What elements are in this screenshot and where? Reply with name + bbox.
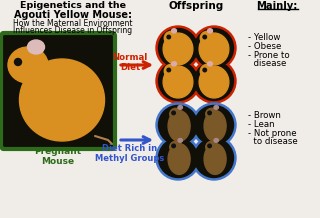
Text: Influences Disease in Offspring: Influences Disease in Offspring [13, 26, 132, 35]
Circle shape [158, 61, 197, 100]
Text: - Prone to: - Prone to [248, 51, 290, 60]
Ellipse shape [170, 108, 182, 120]
Text: Epigenetics and the: Epigenetics and the [20, 1, 126, 10]
Ellipse shape [200, 31, 214, 45]
Ellipse shape [170, 141, 182, 153]
Text: Normal
Diet: Normal Diet [112, 53, 148, 72]
Circle shape [156, 59, 200, 103]
Ellipse shape [168, 111, 190, 141]
Text: How the Maternal Environment: How the Maternal Environment [13, 19, 133, 28]
Ellipse shape [164, 64, 179, 78]
FancyBboxPatch shape [1, 33, 115, 149]
Ellipse shape [172, 62, 176, 66]
Text: Offspring: Offspring [168, 1, 224, 11]
Ellipse shape [208, 62, 212, 66]
Text: Pregnant
Mouse: Pregnant Mouse [35, 147, 82, 166]
Circle shape [14, 58, 21, 65]
Circle shape [192, 103, 236, 147]
Ellipse shape [163, 33, 193, 65]
Text: Agouti Yellow Mouse:: Agouti Yellow Mouse: [14, 10, 132, 20]
Circle shape [167, 35, 171, 39]
Ellipse shape [206, 141, 218, 153]
Text: Diet Rich in
Methyl Groups: Diet Rich in Methyl Groups [95, 144, 164, 164]
Ellipse shape [172, 29, 176, 33]
Circle shape [203, 68, 206, 72]
Circle shape [192, 59, 236, 103]
Ellipse shape [178, 106, 182, 109]
Ellipse shape [199, 33, 229, 65]
Circle shape [195, 106, 234, 145]
Ellipse shape [8, 47, 48, 83]
Text: to disease: to disease [248, 137, 298, 146]
Ellipse shape [214, 106, 218, 109]
Circle shape [208, 144, 211, 148]
Ellipse shape [204, 144, 226, 174]
Ellipse shape [208, 29, 212, 33]
Text: - Brown: - Brown [248, 111, 281, 120]
Circle shape [158, 106, 197, 145]
Circle shape [156, 136, 200, 180]
Ellipse shape [200, 64, 214, 78]
Ellipse shape [28, 40, 44, 54]
Text: Mainly:: Mainly: [256, 1, 298, 11]
Text: - Yellow: - Yellow [248, 33, 280, 42]
Text: - Obese: - Obese [248, 42, 281, 51]
Ellipse shape [168, 144, 190, 174]
Ellipse shape [20, 59, 105, 141]
Circle shape [172, 144, 175, 148]
Ellipse shape [164, 31, 179, 45]
Ellipse shape [178, 138, 182, 142]
Circle shape [195, 138, 234, 177]
Text: - Not prone: - Not prone [248, 129, 297, 138]
Ellipse shape [199, 66, 229, 98]
Circle shape [192, 26, 236, 70]
Circle shape [156, 103, 200, 147]
Circle shape [167, 68, 171, 72]
Ellipse shape [214, 138, 218, 142]
Ellipse shape [163, 66, 193, 98]
Text: disease: disease [248, 59, 286, 68]
Ellipse shape [206, 108, 218, 120]
Text: - Lean: - Lean [248, 120, 275, 129]
Circle shape [195, 29, 234, 68]
Circle shape [195, 61, 234, 100]
Circle shape [158, 29, 197, 68]
Circle shape [192, 136, 236, 180]
Ellipse shape [204, 111, 226, 141]
Circle shape [158, 138, 197, 177]
Circle shape [208, 111, 211, 115]
Circle shape [172, 111, 175, 115]
Circle shape [203, 35, 206, 39]
Circle shape [156, 26, 200, 70]
